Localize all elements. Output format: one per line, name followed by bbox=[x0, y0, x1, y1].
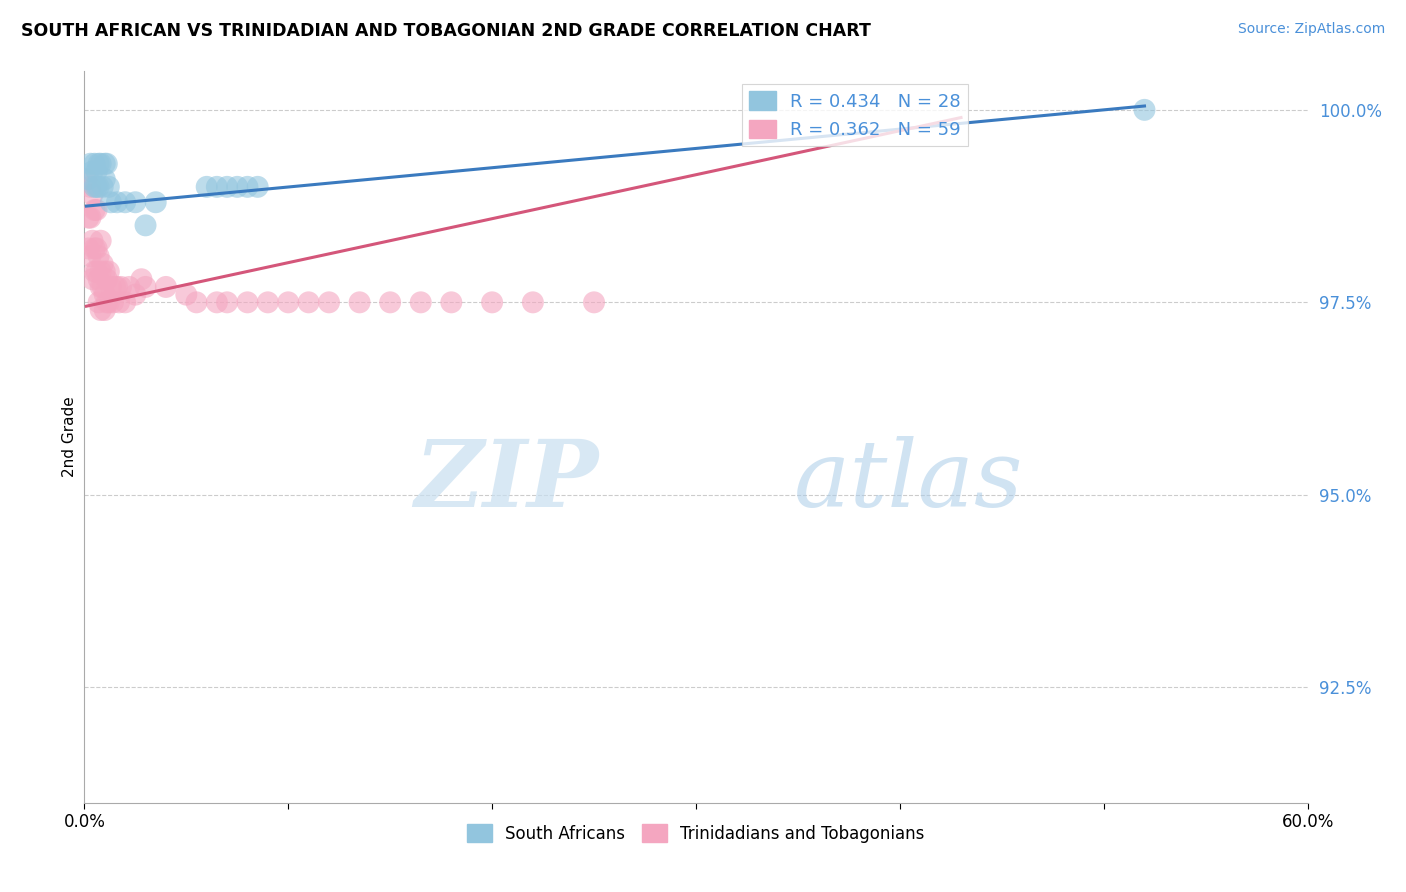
Point bbox=[91, 179, 114, 194]
Point bbox=[186, 295, 208, 310]
Point bbox=[86, 242, 108, 256]
Point bbox=[440, 295, 463, 310]
Point bbox=[77, 242, 100, 256]
Point bbox=[79, 179, 101, 194]
Point bbox=[87, 179, 110, 194]
Point bbox=[100, 195, 122, 210]
Point bbox=[82, 164, 104, 178]
Text: Source: ZipAtlas.com: Source: ZipAtlas.com bbox=[1237, 22, 1385, 37]
Point bbox=[583, 295, 606, 310]
Point bbox=[110, 280, 132, 294]
Point bbox=[87, 295, 110, 310]
Point bbox=[96, 157, 118, 171]
Point bbox=[104, 280, 127, 294]
Point bbox=[205, 295, 228, 310]
Point bbox=[114, 195, 136, 210]
Point bbox=[135, 219, 157, 233]
Point bbox=[257, 295, 280, 310]
Point bbox=[409, 295, 432, 310]
Point bbox=[77, 172, 100, 186]
Point bbox=[217, 295, 239, 310]
Point bbox=[91, 257, 114, 271]
Point bbox=[131, 272, 153, 286]
Point bbox=[100, 280, 122, 294]
Text: atlas: atlas bbox=[794, 436, 1024, 526]
Point bbox=[246, 179, 269, 194]
Point bbox=[83, 179, 105, 194]
Point bbox=[118, 280, 141, 294]
Point bbox=[91, 280, 114, 294]
Point bbox=[205, 179, 228, 194]
Point bbox=[90, 280, 112, 294]
Point bbox=[135, 280, 157, 294]
Point bbox=[75, 172, 97, 186]
Point bbox=[90, 157, 112, 171]
Point bbox=[90, 264, 112, 278]
Point bbox=[124, 195, 146, 210]
Point bbox=[79, 249, 101, 263]
Point bbox=[522, 295, 544, 310]
Point bbox=[174, 287, 197, 301]
Point bbox=[105, 280, 128, 294]
Point bbox=[114, 295, 136, 310]
Point bbox=[83, 242, 105, 256]
Point bbox=[82, 234, 104, 248]
Point bbox=[105, 195, 128, 210]
Point bbox=[380, 295, 402, 310]
Point bbox=[236, 295, 259, 310]
Point bbox=[82, 187, 104, 202]
Point bbox=[93, 172, 115, 186]
Point bbox=[96, 295, 118, 310]
Point bbox=[349, 295, 371, 310]
Point bbox=[83, 264, 105, 278]
Point bbox=[1133, 103, 1156, 117]
Point bbox=[93, 287, 115, 301]
Point bbox=[90, 303, 112, 318]
Point bbox=[93, 157, 115, 171]
Point bbox=[77, 211, 100, 225]
Point bbox=[217, 179, 239, 194]
Y-axis label: 2nd Grade: 2nd Grade bbox=[62, 397, 77, 477]
Point bbox=[318, 295, 340, 310]
Point bbox=[226, 179, 249, 194]
Point bbox=[86, 202, 108, 217]
Point bbox=[86, 264, 108, 278]
Point bbox=[87, 272, 110, 286]
Point bbox=[83, 202, 105, 217]
Legend: South Africans, Trinidadians and Tobagonians: South Africans, Trinidadians and Tobagon… bbox=[460, 818, 932, 849]
Text: SOUTH AFRICAN VS TRINIDADIAN AND TOBAGONIAN 2ND GRADE CORRELATION CHART: SOUTH AFRICAN VS TRINIDADIAN AND TOBAGON… bbox=[21, 22, 870, 40]
Point bbox=[79, 211, 101, 225]
Point bbox=[97, 295, 120, 310]
Point bbox=[87, 157, 110, 171]
Point bbox=[277, 295, 299, 310]
Point bbox=[90, 234, 112, 248]
Point bbox=[236, 179, 259, 194]
Point bbox=[86, 179, 108, 194]
Point bbox=[96, 272, 118, 286]
Point bbox=[93, 264, 115, 278]
Point bbox=[97, 179, 120, 194]
Text: ZIP: ZIP bbox=[413, 436, 598, 526]
Point bbox=[83, 157, 105, 171]
Point bbox=[79, 157, 101, 171]
Point bbox=[108, 295, 131, 310]
Point bbox=[82, 272, 104, 286]
Point bbox=[93, 303, 115, 318]
Point bbox=[124, 287, 146, 301]
Point bbox=[155, 280, 177, 294]
Point bbox=[101, 295, 124, 310]
Point bbox=[195, 179, 218, 194]
Point bbox=[145, 195, 167, 210]
Point bbox=[97, 264, 120, 278]
Point bbox=[298, 295, 321, 310]
Point bbox=[87, 249, 110, 263]
Point bbox=[86, 164, 108, 178]
Point bbox=[481, 295, 503, 310]
